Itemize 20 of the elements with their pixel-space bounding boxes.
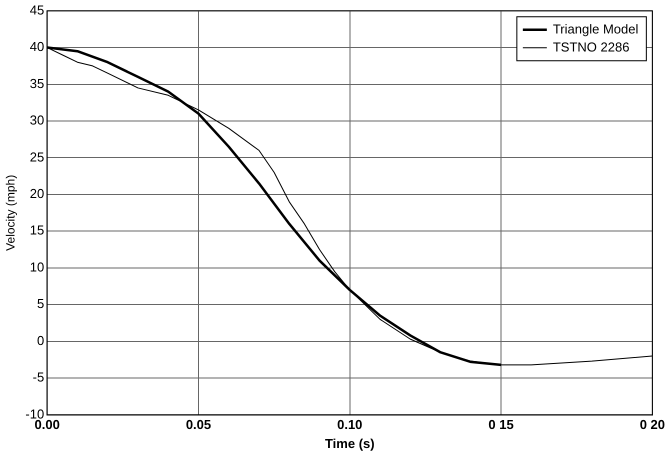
y-axis-title: Velocity (mph): [4, 174, 18, 251]
y-tick-label: 35: [30, 76, 44, 91]
y-tick-label: 20: [30, 186, 44, 202]
y-tick-label: 10: [30, 259, 44, 274]
y-tick-label: 45: [30, 2, 44, 18]
legend-label: TSTNO 2286: [552, 39, 630, 54]
legend-label: Triangle Model: [552, 21, 638, 36]
x-tick-label: 0.10: [337, 417, 362, 432]
y-tick-label: 25: [30, 149, 44, 164]
y-tick-label: 0: [36, 332, 44, 348]
x-axis-title: Time (s): [324, 436, 375, 451]
y-tick-label: 30: [30, 112, 44, 128]
x-tick-label: 0 15: [488, 417, 514, 432]
y-tick-label: 5: [36, 296, 44, 312]
y-tick-label: -10: [25, 406, 44, 422]
y-tick-label: 40: [30, 39, 44, 54]
x-tick-label: 0.05: [186, 417, 212, 432]
y-tick-label: 15: [30, 222, 44, 238]
y-tick-label: -5: [32, 370, 44, 385]
x-tick-label: 0 20: [640, 417, 666, 432]
